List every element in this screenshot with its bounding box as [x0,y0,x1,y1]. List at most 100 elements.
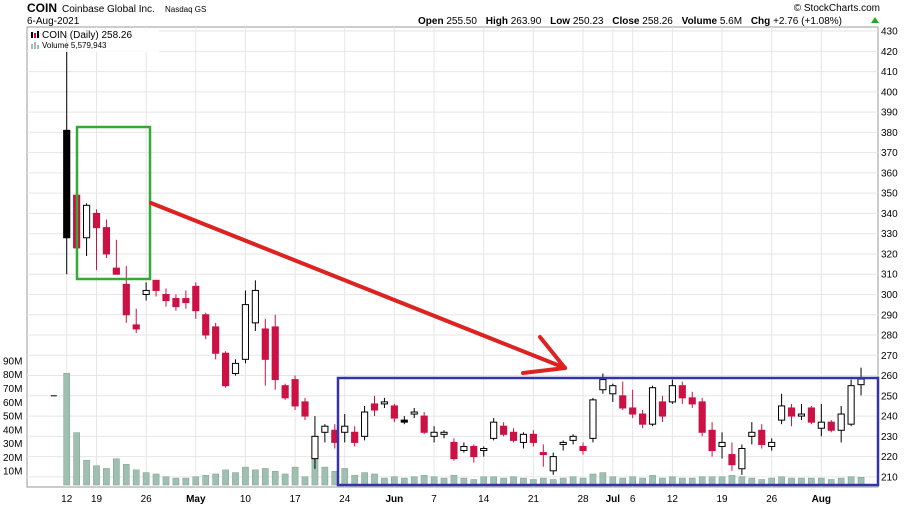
volume-bar [222,469,229,486]
date-tick-label: 24 [339,494,351,505]
candle-body [142,289,150,295]
price-tick-label: 350 [881,189,898,200]
candle-body [152,279,160,291]
candle-body [778,405,786,421]
candle-body [837,413,845,431]
date-tick-label: Aug [812,494,831,505]
candle-body [63,129,71,239]
low-value: 250.23 [573,16,604,27]
candle-body [122,283,130,316]
candle-body [857,378,865,386]
change-up-icon [871,17,879,23]
price-legend-label: COIN (Daily) 258.26 [42,30,132,41]
date-tick-label: 19 [716,494,728,505]
price-tick-label: 220 [881,452,898,463]
volume-bar [63,373,71,486]
candle-body [251,289,259,324]
candle-body [549,456,557,472]
candle-body [460,445,468,452]
candle-body [639,413,647,425]
volume-tick-label: 30M [3,439,22,450]
price-tick-label: 410 [881,67,898,78]
candle-body [678,385,686,399]
ohlc-readout: Open 255.50 High 263.90 Low 250.23 Close… [418,16,842,27]
price-tick-label: 420 [881,47,898,58]
candle-body [589,399,597,439]
price-tick-label: 310 [881,270,898,281]
close-value: 258.26 [642,16,673,27]
price-tick-label: 330 [881,229,898,240]
volume-bar [371,473,378,486]
volume-tick-label: 80M [3,370,22,381]
volume-tick-label: 70M [3,384,22,395]
candle-body [490,421,498,439]
price-tick-label: 280 [881,331,898,342]
candle-body [311,435,319,460]
candle-body [450,441,458,460]
volume-bar [281,473,289,486]
candle-body [509,431,518,441]
volume-bar [341,468,349,486]
candle-body [609,385,617,395]
volume-tick-label: 50M [3,412,22,423]
candle-body [847,385,855,425]
candle-body [321,425,329,433]
candle-body [132,324,140,330]
candle-body [351,431,359,443]
date-axis: 12 19 26 May 10 17 24 Jun 7 14 21 28 Jul 6 12 19 26 Aug [61,494,831,505]
price-tick-label: 400 [881,87,898,98]
ticker-symbol: COIN [27,1,57,15]
high-value: 263.90 [511,16,542,27]
date-tick-label: 10 [240,494,252,505]
price-tick-label: 230 [881,432,898,443]
candle-body [728,454,736,466]
price-tick-label: 210 [881,472,898,483]
price-tick-label: 340 [881,209,898,220]
volume-value: 5.6M [720,16,742,27]
candle-body [827,421,835,431]
price-axis: 210 220 230 240 250 260 270 280 290 300 310 320 330 3… [881,27,898,484]
volume-bar [589,473,597,486]
candle-body [92,212,101,229]
candle-body [738,447,746,470]
volume-bar [361,472,368,486]
volume-bar [649,475,656,486]
date-tick-label: 14 [478,494,490,505]
candle-body [470,445,478,458]
volume-tick-label: 40M [3,425,22,436]
candle-body [480,447,488,452]
date-tick-label: 21 [528,494,540,505]
volume-tick-label: 20M [3,453,22,464]
volume-bar [93,465,100,486]
volume-bar [122,464,130,486]
legend-background [29,28,159,52]
candle-body [231,362,240,375]
candle-body [430,431,438,437]
volume-bar [132,469,140,486]
volume-tick-label: 60M [3,398,22,409]
price-tick-label: 430 [881,27,898,38]
candle-body [291,379,299,407]
candle-body [748,431,756,437]
candle-body [192,285,200,312]
candle-body [222,352,230,387]
volume-bar [261,468,269,486]
candle-body [599,379,607,391]
price-tick-label: 370 [881,148,898,159]
exchange-name: Nasdaq GS [165,5,206,14]
candle-body [519,433,528,443]
date-tick-label: Jul [606,494,621,505]
volume-bar [192,476,200,486]
volume-tick-label: 10M [3,467,22,478]
volume-bar [83,459,90,486]
candle-body [559,441,567,445]
date-tick-label: 6 [630,494,636,505]
candle-body [172,298,180,308]
candle-body [718,441,726,447]
candle-body [768,441,776,447]
company-name: Coinbase Global Inc. [62,4,155,15]
date-tick-label: 17 [290,494,302,505]
volume-bar [351,475,358,486]
candle-body [440,431,448,435]
